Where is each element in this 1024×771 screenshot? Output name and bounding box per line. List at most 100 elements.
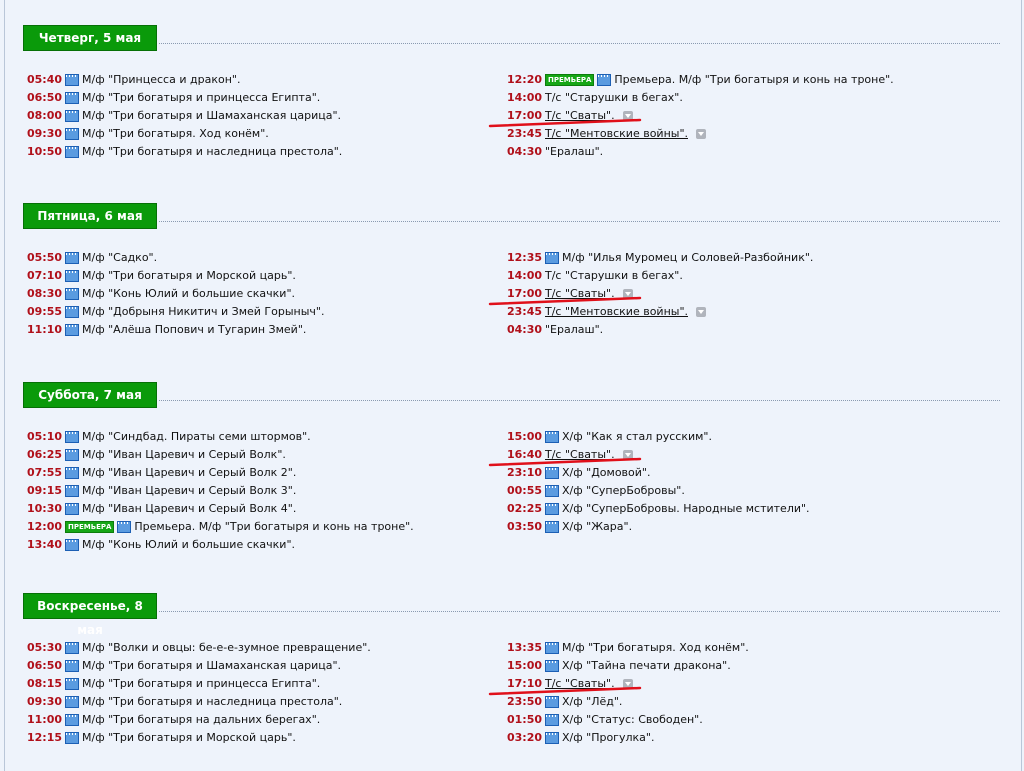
listing-time: 15:00 <box>507 659 543 672</box>
film-icon <box>117 521 132 533</box>
column-left: 05:50 М/ф "Садко". 07:10 М/ф "Три богатыря … <box>27 249 324 339</box>
dropdown-icon[interactable] <box>696 129 706 139</box>
day-title: Воскресенье, 8 мая <box>23 593 157 637</box>
listing-item: 16:40 Т/с "Сваты". <box>507 446 810 464</box>
film-icon <box>65 74 79 86</box>
film-icon <box>545 252 559 264</box>
listing-time: 07:55 <box>27 466 63 479</box>
column-right: 12:35 М/ф "Илья Муромец и Соловей-Разбойн… <box>507 249 813 339</box>
listing-time: 23:50 <box>507 695 543 708</box>
day-title: Пятница, 6 мая <box>23 203 157 229</box>
listing-item: 05:50 М/ф "Садко". <box>27 249 324 267</box>
listing-title-link[interactable]: Т/с "Сваты". <box>545 677 615 690</box>
listing-title: Х/ф "Жара". <box>562 520 633 533</box>
listing-title: М/ф "Добрыня Никитич и Змей Горыныч". <box>82 305 325 318</box>
listing-time: 01:50 <box>507 713 543 726</box>
dropdown-icon[interactable] <box>622 289 633 299</box>
listing-item: 05:30 М/ф "Волки и овцы: бе-е-е-зумное пр… <box>27 639 371 657</box>
listing-title: Т/с "Старушки в бегах". <box>545 269 683 282</box>
dropdown-icon[interactable] <box>622 450 633 460</box>
listing-time: 06:25 <box>27 448 63 461</box>
listing-item: 05:10 М/ф "Синдбад. Пираты семи штормов". <box>27 428 414 446</box>
listing-item: 15:00 Х/ф "Тайна печати дракона". <box>507 657 749 675</box>
listing-title-link[interactable]: Т/с "Сваты". <box>545 448 615 461</box>
listing-item: 06:25 М/ф "Иван Царевич и Серый Волк". <box>27 446 414 464</box>
listing-title: Х/ф "СуперБобровы. Народные мстители". <box>562 502 810 515</box>
film-icon <box>545 642 559 654</box>
listing-item: 09:30 М/ф "Три богатыря. Ход конём". <box>27 125 342 143</box>
listing-title: М/ф "Волки и овцы: бе-е-е-зумное превращ… <box>82 641 371 654</box>
listing-title: М/ф "Принцесса и дракон". <box>82 73 241 86</box>
listing-item: 10:30 М/ф "Иван Царевич и Серый Волк 4". <box>27 500 414 518</box>
film-icon <box>545 660 559 672</box>
listing-item: 15:00 Х/ф "Как я стал русским". <box>507 428 810 446</box>
listing-title: М/ф "Иван Царевич и Серый Волк 3". <box>82 484 297 497</box>
listing-title: Х/ф "Как я стал русским". <box>562 430 712 443</box>
day-header: Пятница, 6 мая <box>23 203 1000 229</box>
column-left: 05:40 М/ф "Принцесса и дракон". 06:50 М/ф "… <box>27 71 342 161</box>
listing-title: Х/ф "Тайна печати дракона". <box>562 659 731 672</box>
film-icon <box>65 92 79 104</box>
listing-item: 12:35 М/ф "Илья Муромец и Соловей-Разбойн… <box>507 249 813 267</box>
listing-title: М/ф "Три богатыря и Морской царь". <box>82 731 296 744</box>
listing-time: 07:10 <box>27 269 63 282</box>
listing-title: М/ф "Три богатыря и наследница престола"… <box>82 695 343 708</box>
listing-time: 09:30 <box>27 695 63 708</box>
day-section: Четверг, 5 мая 05:40 М/ф "Принцесса и драк… <box>23 25 1000 158</box>
listing-time: 17:00 <box>507 109 543 122</box>
film-icon <box>545 431 559 443</box>
listing-title: М/ф "Три богатыря и наследница престола"… <box>82 145 343 158</box>
listing-time: 06:50 <box>27 659 63 672</box>
film-icon <box>65 110 79 122</box>
film-icon <box>545 485 559 497</box>
listing-item: 01:50 Х/ф "Статус: Свободен". <box>507 711 749 729</box>
listing-time: 04:30 <box>507 323 543 336</box>
listing-title-link[interactable]: Т/с "Ментовские войны". <box>545 305 688 318</box>
film-icon <box>65 696 79 708</box>
film-icon <box>65 324 79 336</box>
listing-item: 08:00 М/ф "Три богатыря и Шамаханская цар… <box>27 107 342 125</box>
film-icon <box>545 503 559 515</box>
dropdown-icon[interactable] <box>622 679 633 689</box>
listing-item: 08:15 М/ф "Три богатыря и принцесса Египт… <box>27 675 371 693</box>
listing-time: 04:30 <box>507 145 543 158</box>
dotted-divider <box>159 610 1000 612</box>
film-icon <box>545 467 559 479</box>
listing-item: 00:55 Х/ф "СуперБобровы". <box>507 482 810 500</box>
dropdown-icon[interactable] <box>696 307 706 317</box>
listing-item: 09:15 М/ф "Иван Царевич и Серый Волк 3". <box>27 482 414 500</box>
listing-title: Х/ф "Статус: Свободен". <box>562 713 703 726</box>
listing-time: 12:15 <box>27 731 63 744</box>
listing-time: 13:35 <box>507 641 543 654</box>
dropdown-icon[interactable] <box>622 111 633 121</box>
film-icon <box>65 146 79 158</box>
listing-time: 09:15 <box>27 484 63 497</box>
film-icon <box>65 449 79 461</box>
listing-item: 23:10 Х/ф "Домовой". <box>507 464 810 482</box>
film-icon <box>65 714 79 726</box>
film-icon <box>65 288 79 300</box>
column-right: 13:35 М/ф "Три богатыря. Ход конём". 15:00… <box>507 639 749 747</box>
film-icon <box>65 467 79 479</box>
listing-time: 05:30 <box>27 641 63 654</box>
listing-time: 03:20 <box>507 731 543 744</box>
column-left: 05:10 М/ф "Синдбад. Пираты семи штормов".… <box>27 428 414 554</box>
dotted-divider <box>159 42 1000 44</box>
listing-title-link[interactable]: Т/с "Сваты". <box>545 287 615 300</box>
listing-item: 12:20 ПРЕМЬЕРА Премьера. М/ф "Три богатыря… <box>507 71 894 89</box>
listing-title: М/ф "Три богатыря и принцесса Египта". <box>82 91 321 104</box>
listing-item: 02:25 Х/ф "СуперБобровы. Народные мстител… <box>507 500 810 518</box>
film-icon <box>65 539 79 551</box>
listing-time: 23:45 <box>507 305 543 318</box>
listing-title: Х/ф "Домовой". <box>562 466 651 479</box>
listing-title-link[interactable]: Т/с "Ментовские войны". <box>545 127 688 140</box>
film-icon <box>65 732 79 744</box>
dotted-divider <box>159 399 1000 401</box>
film-icon <box>65 485 79 497</box>
listing-item: 14:00 Т/с "Старушки в бегах". <box>507 267 813 285</box>
listing-item: 07:55 М/ф "Иван Царевич и Серый Волк 2". <box>27 464 414 482</box>
listing-time: 10:30 <box>27 502 63 515</box>
column-left: 05:30 М/ф "Волки и овцы: бе-е-е-зумное пр… <box>27 639 371 747</box>
listing-title-link[interactable]: Т/с "Сваты". <box>545 109 615 122</box>
day-header: Четверг, 5 мая <box>23 25 1000 51</box>
